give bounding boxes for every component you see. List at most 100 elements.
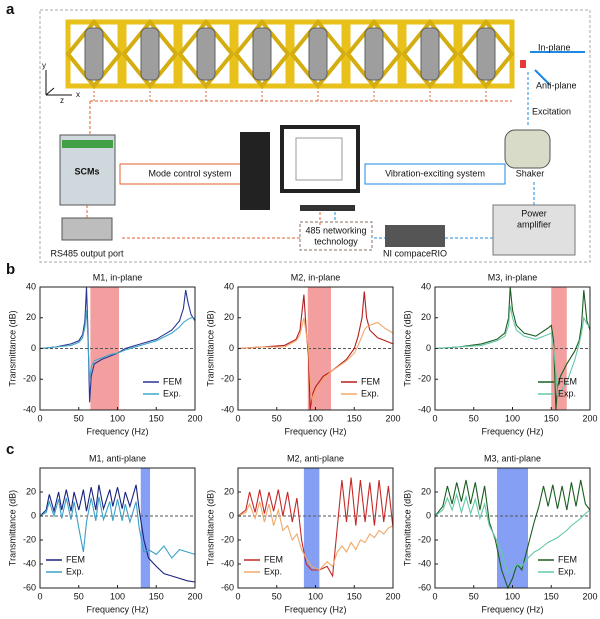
legend-label: FEM bbox=[66, 554, 85, 564]
y-tick-label: -60 bbox=[23, 582, 36, 592]
y-tick-label: -40 bbox=[418, 558, 431, 568]
label: Mode control system bbox=[148, 168, 231, 178]
legend-label: Exp. bbox=[163, 388, 181, 398]
x-tick-label: 50 bbox=[272, 413, 282, 423]
plot-frame bbox=[39, 467, 196, 589]
series-line bbox=[434, 479, 591, 590]
y-axis-label: Transmittance (dB) bbox=[205, 310, 215, 386]
x-tick-label: 100 bbox=[505, 591, 520, 601]
axis-label: x bbox=[76, 90, 80, 99]
y-tick-label: -40 bbox=[221, 558, 234, 568]
chart-title: M2, anti-plane bbox=[287, 453, 344, 463]
legend-label: FEM bbox=[558, 376, 577, 386]
y-tick-label: -20 bbox=[221, 534, 234, 544]
chart-title: M1, in-plane bbox=[93, 272, 143, 282]
series-line bbox=[39, 286, 196, 403]
y-tick-label: 20 bbox=[224, 312, 234, 322]
cylinder bbox=[196, 27, 216, 81]
chart-title: M2, in-plane bbox=[291, 272, 341, 282]
label: 485 networking bbox=[305, 225, 366, 235]
cylinder bbox=[252, 27, 272, 81]
axis-label: z bbox=[60, 96, 64, 105]
legend-label: Exp. bbox=[558, 566, 576, 576]
y-tick-label: 20 bbox=[26, 486, 36, 496]
x-tick-label: 200 bbox=[187, 413, 202, 423]
label: RS485 output port bbox=[50, 248, 124, 258]
y-tick-label: 0 bbox=[229, 510, 234, 520]
series-line bbox=[237, 477, 394, 578]
axis-label: y bbox=[42, 61, 46, 70]
cylinder bbox=[308, 27, 328, 81]
y-tick-label: -20 bbox=[418, 374, 431, 384]
box bbox=[364, 163, 506, 185]
y-axis-label: Transmittance (dB) bbox=[7, 310, 17, 386]
series-line bbox=[39, 484, 196, 583]
x-axis-label: Frequency (Hz) bbox=[284, 604, 346, 614]
y-tick-label: -20 bbox=[221, 374, 234, 384]
y-tick-label: 0 bbox=[426, 510, 431, 520]
x-tick-label: 200 bbox=[385, 413, 400, 423]
label: In-plane bbox=[538, 42, 571, 52]
legend-label: Exp. bbox=[558, 388, 576, 398]
x-tick-label: 150 bbox=[544, 591, 559, 601]
y-tick-label: 0 bbox=[229, 343, 234, 353]
y-tick-label: 40 bbox=[421, 281, 431, 291]
x-tick-label: 150 bbox=[149, 413, 164, 423]
series-line bbox=[237, 317, 394, 403]
x-tick-label: 100 bbox=[308, 591, 323, 601]
y-tick-label: 20 bbox=[26, 312, 36, 322]
x-axis-label: Frequency (Hz) bbox=[86, 604, 148, 614]
x-tick-label: 150 bbox=[149, 591, 164, 601]
series-line bbox=[39, 496, 196, 559]
box bbox=[299, 221, 373, 251]
series-line bbox=[434, 492, 591, 575]
series-line bbox=[39, 310, 195, 380]
legend-label: FEM bbox=[264, 554, 283, 564]
label: Power bbox=[521, 208, 547, 218]
chart-title: M3, anti-plane bbox=[484, 453, 541, 463]
y-tick-label: -40 bbox=[23, 558, 36, 568]
label: Shaker bbox=[516, 168, 545, 178]
label: SCMs bbox=[74, 166, 99, 176]
band bbox=[140, 468, 151, 588]
x-tick-label: 200 bbox=[385, 591, 400, 601]
x-axis-label: Frequency (Hz) bbox=[481, 604, 543, 614]
label: technology bbox=[314, 236, 358, 246]
x-axis-label: Frequency (Hz) bbox=[481, 426, 543, 436]
label: Excitation bbox=[532, 106, 571, 116]
panel-label: b bbox=[6, 261, 15, 278]
series-line bbox=[434, 305, 591, 396]
x-tick-label: 200 bbox=[582, 591, 597, 601]
x-tick-label: 0 bbox=[37, 591, 42, 601]
panel-label: a bbox=[6, 1, 15, 18]
computer bbox=[240, 132, 270, 210]
y-tick-label: -60 bbox=[221, 582, 234, 592]
x-axis-label: Frequency (Hz) bbox=[86, 426, 148, 436]
x-tick-label: 50 bbox=[469, 413, 479, 423]
legend-label: FEM bbox=[163, 376, 182, 386]
y-tick-label: -60 bbox=[418, 582, 431, 592]
x-tick-label: 100 bbox=[308, 413, 323, 423]
series-line bbox=[237, 291, 394, 411]
label: NI compaceRIO bbox=[383, 248, 447, 258]
x-tick-label: 200 bbox=[187, 591, 202, 601]
legend-label: Exp. bbox=[264, 566, 282, 576]
lattice bbox=[65, 18, 515, 101]
series-line bbox=[434, 286, 591, 411]
band bbox=[303, 468, 320, 588]
y-tick-label: 40 bbox=[26, 281, 36, 291]
x-tick-label: 150 bbox=[544, 413, 559, 423]
x-tick-label: 0 bbox=[432, 413, 437, 423]
chart-title: M3, in-plane bbox=[488, 272, 538, 282]
y-axis-label: Transmittance (dB) bbox=[402, 490, 412, 566]
x-tick-label: 50 bbox=[74, 413, 84, 423]
band bbox=[90, 287, 120, 410]
axis-arrow bbox=[45, 87, 55, 96]
series-line bbox=[237, 501, 394, 571]
x-tick-label: 150 bbox=[347, 413, 362, 423]
cylinder bbox=[420, 27, 440, 81]
arrow bbox=[534, 69, 551, 86]
label: amplifier bbox=[517, 219, 551, 229]
label: Vibration-exciting system bbox=[385, 168, 485, 178]
